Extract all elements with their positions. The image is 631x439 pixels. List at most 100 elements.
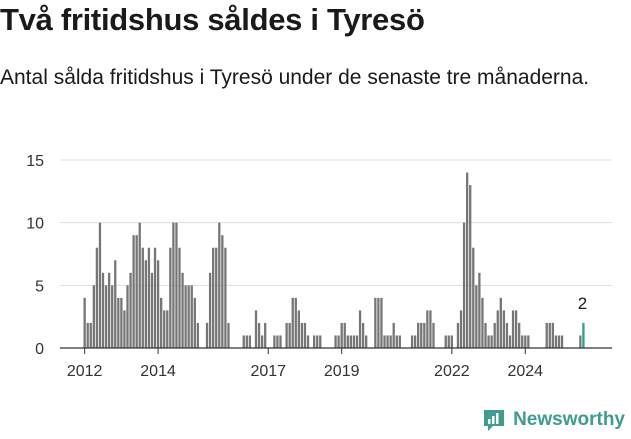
bar <box>160 297 163 348</box>
bar <box>104 285 108 348</box>
bar-highlight <box>582 322 585 348</box>
bar <box>147 247 151 348</box>
bar <box>361 322 365 348</box>
bar <box>493 322 496 348</box>
bar <box>521 335 524 348</box>
bar <box>374 297 377 348</box>
bar <box>215 247 218 348</box>
bar <box>92 285 95 348</box>
bar <box>114 260 117 348</box>
bar <box>218 222 221 348</box>
bar <box>484 322 487 348</box>
bar <box>352 335 356 348</box>
bar <box>245 335 248 348</box>
bar <box>132 235 135 348</box>
last-value-label: 2 <box>578 294 587 313</box>
bar <box>120 297 123 348</box>
bar <box>190 285 193 348</box>
bar <box>291 297 294 348</box>
bar <box>365 335 368 348</box>
bar <box>294 297 297 348</box>
bar <box>187 285 190 348</box>
bar <box>166 310 169 348</box>
bar <box>279 335 282 348</box>
bar <box>288 322 291 348</box>
chart-title: Två fritidshus såldes i Tyresö <box>0 2 425 37</box>
bar <box>496 310 499 348</box>
bar <box>181 272 184 348</box>
bar <box>527 335 530 348</box>
bar <box>557 335 561 348</box>
bar <box>227 322 230 348</box>
bar <box>95 247 99 348</box>
bar <box>417 322 420 348</box>
bar <box>260 335 264 348</box>
bar <box>475 285 478 348</box>
bar <box>346 335 349 348</box>
bar <box>135 235 138 348</box>
bar <box>395 335 398 348</box>
bar <box>313 335 316 348</box>
x-tick-label: 2017 <box>250 363 286 380</box>
bar <box>518 322 521 348</box>
bar <box>505 322 509 348</box>
y-tick-label: 10 <box>26 216 44 233</box>
bar <box>264 322 267 348</box>
bar <box>548 322 551 348</box>
bar <box>276 335 279 348</box>
bar <box>208 272 212 348</box>
bar <box>138 222 141 348</box>
bar <box>472 247 475 348</box>
bar <box>524 335 527 348</box>
bar <box>398 335 401 348</box>
x-tick-label: 2019 <box>324 363 360 380</box>
bar <box>355 335 359 348</box>
bar <box>303 322 307 348</box>
bar <box>224 247 227 348</box>
newsworthy-chart-icon <box>484 410 505 431</box>
bar <box>184 285 187 348</box>
bar <box>466 172 469 348</box>
y-tick-label: 0 <box>35 341 44 358</box>
bar <box>554 335 558 348</box>
bar <box>490 335 493 348</box>
bar <box>285 322 288 348</box>
bar <box>462 222 466 348</box>
bar <box>377 297 380 348</box>
bar <box>456 322 460 348</box>
bar <box>343 322 346 348</box>
x-tick-label: 2014 <box>140 363 176 380</box>
bar <box>478 272 481 348</box>
bar <box>175 222 178 348</box>
bar <box>432 322 435 348</box>
bar <box>193 297 196 348</box>
bar <box>383 335 386 348</box>
bar <box>111 285 114 348</box>
bar <box>579 335 582 348</box>
bar <box>337 335 340 348</box>
bar <box>178 247 181 348</box>
bar <box>349 335 353 348</box>
bar <box>340 322 343 348</box>
chart-subtitle: Antal sålda fritidshus i Tyresö under de… <box>0 66 590 89</box>
x-tick-label: 2022 <box>434 363 470 380</box>
bar <box>169 247 172 348</box>
bar <box>447 335 450 348</box>
x-tick-label: 2012 <box>67 363 103 380</box>
bar <box>499 297 502 348</box>
bar <box>117 297 120 348</box>
bar <box>469 185 472 348</box>
bar <box>156 260 160 348</box>
bar <box>129 272 132 348</box>
bar <box>123 310 126 348</box>
bar <box>89 322 92 348</box>
bar <box>316 335 319 348</box>
bar <box>511 310 515 348</box>
bar <box>514 310 518 348</box>
bar <box>153 247 157 348</box>
brand-logo: Newsworthy <box>481 407 625 433</box>
bar <box>380 297 383 348</box>
bar <box>319 335 322 348</box>
bar <box>551 322 554 348</box>
